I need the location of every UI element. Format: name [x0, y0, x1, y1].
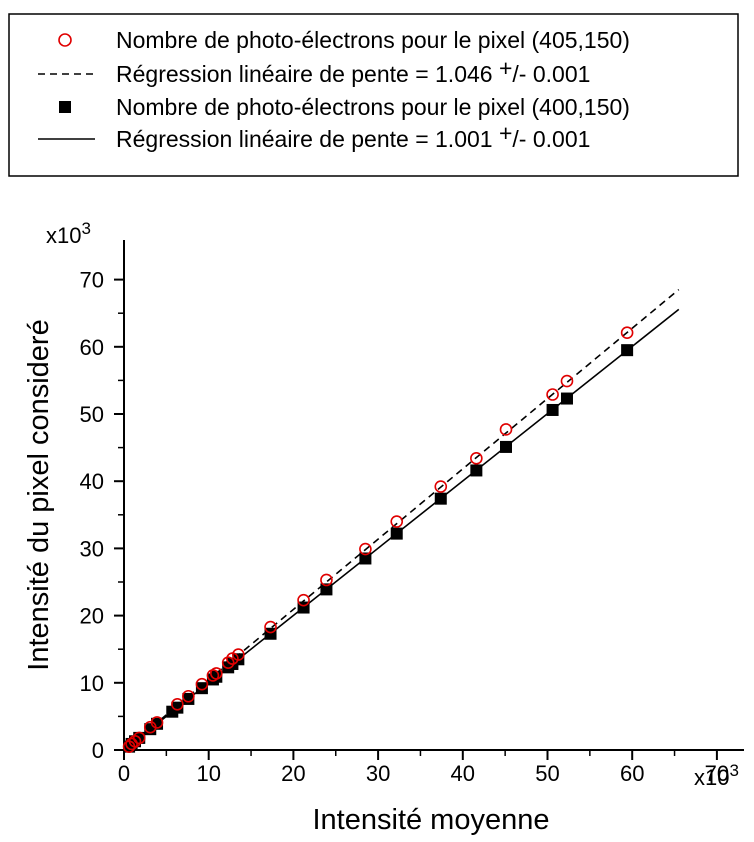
data-point-square	[470, 464, 483, 477]
data-point-square	[182, 692, 195, 705]
data-point-square	[434, 492, 447, 505]
x-tick-label: 30	[366, 761, 390, 786]
data-point-circle	[150, 716, 164, 729]
y-tick-label: 40	[80, 469, 104, 494]
data-point-circle	[171, 698, 184, 711]
data-point-circle	[221, 656, 235, 669]
x-tick-label: 10	[196, 761, 220, 786]
x-tick-label: 60	[620, 761, 644, 786]
data-point-circle	[182, 689, 195, 703]
data-point-circle	[434, 480, 448, 493]
x-tick-label: 40	[451, 761, 475, 786]
data-point-square	[390, 527, 403, 540]
data-point-square	[320, 583, 333, 596]
y-multiplier: x103	[46, 219, 91, 248]
x-multiplier-exponent: 3	[729, 761, 738, 780]
y-tick-label: 70	[80, 268, 104, 293]
x-multiplier: x103	[694, 761, 739, 790]
y-tick-label: 20	[80, 604, 104, 629]
data-point-circle	[297, 593, 310, 607]
legend-box	[8, 13, 739, 177]
data-point-circle	[125, 737, 138, 751]
x-tick-label: 70	[705, 761, 729, 786]
x-tick-label: 20	[281, 761, 305, 786]
axes: 0 10 20 30 40 50 60 70 0 10 20 30 40 50 60 70	[80, 240, 744, 786]
legend-label: Nombre de photo-électrons pour le pixel …	[116, 27, 630, 53]
legend-item: Nombre de photo-électrons pour le pixel …	[58, 27, 630, 53]
x-tick-label: 0	[118, 761, 130, 786]
x-axis-label: Intensité moyenne	[313, 804, 550, 836]
data-point-square	[546, 403, 559, 416]
data-point-circle	[620, 326, 634, 339]
data-point-square	[621, 344, 634, 357]
legend: Nombre de photo-électrons pour le pixel …	[8, 13, 739, 177]
legend-marker-square	[59, 101, 71, 113]
legend-marker-circle	[58, 33, 72, 47]
legend-label: Régression linéaire de pente = 1.046 +/-…	[116, 55, 590, 87]
legend-item: Nombre de photo-électrons pour le pixel …	[59, 94, 630, 120]
data-point-square	[210, 670, 223, 683]
data-point-circle	[320, 573, 333, 587]
data-point-circle	[359, 542, 372, 556]
data-point-circle	[264, 620, 277, 634]
data-point-circle	[470, 452, 483, 465]
y-tick-label: 10	[80, 671, 104, 696]
legend-item: Régression linéaire de pente = 1.001 +/-…	[38, 120, 590, 152]
y-tick-label: 30	[80, 536, 104, 561]
data-point-square	[359, 552, 372, 565]
data-point-circle	[560, 374, 574, 388]
data-point-square	[171, 701, 184, 714]
data-point-circle	[210, 667, 223, 680]
legend-item: Régression linéaire de pente = 1.046 +/-…	[38, 55, 590, 87]
y-tick-label: 60	[80, 335, 104, 360]
data-point-square	[499, 440, 512, 453]
y-multiplier-exponent: 3	[81, 219, 90, 238]
data-point-square	[195, 682, 208, 695]
y-tick-label: 0	[92, 738, 104, 763]
x-tick-label: 50	[535, 761, 559, 786]
y-axis-label: Intensité du pixel consideré	[23, 319, 55, 670]
data-point-circle	[390, 515, 404, 528]
legend-label: Régression linéaire de pente = 1.001 +/-…	[116, 120, 590, 152]
data-point-circle	[232, 648, 245, 661]
data-point-square	[560, 392, 573, 405]
y-tick-label: 50	[80, 402, 104, 427]
data-point-circle	[546, 388, 559, 401]
data-point-circle	[132, 731, 146, 745]
data-point-circle	[195, 677, 209, 691]
legend-label: Nombre de photo-électrons pour le pixel …	[116, 94, 630, 120]
data-point-circle	[499, 423, 513, 436]
